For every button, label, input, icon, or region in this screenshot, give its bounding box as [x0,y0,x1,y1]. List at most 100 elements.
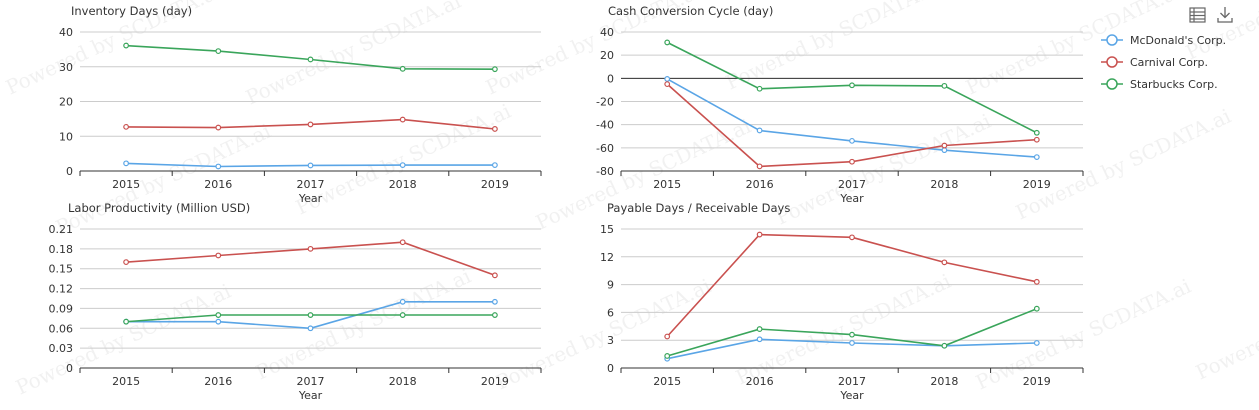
y-tick-label: 20 [600,49,614,62]
legend-item-carnival[interactable]: Carnival Corp. [1101,56,1208,69]
data-point-mcdonalds[interactable] [399,298,406,305]
data-point-mcdonalds[interactable] [849,340,855,346]
data-point-mcdonalds[interactable] [399,162,406,168]
data-point-starbucks[interactable] [492,66,498,73]
watermark-text: Powered by SCDATA.ai [52,119,275,240]
data-point-mcdonalds[interactable] [941,147,948,154]
data-point-starbucks[interactable] [849,82,855,89]
data-point-starbucks[interactable] [941,342,948,349]
legend-item-mcdonalds[interactable]: McDonald's Corp. [1101,34,1226,47]
data-point-starbucks[interactable] [492,312,498,318]
data-point-carnival[interactable] [492,272,498,279]
data-point-starbucks[interactable] [215,48,222,55]
series-carnival [664,81,1040,170]
y-tick-label: 0.18 [49,243,74,256]
series-starbucks [664,305,1040,359]
data-point-carnival[interactable] [664,81,671,88]
watermark-text: Powered by SCDATA.ai [1192,264,1259,385]
data-point-starbucks[interactable] [123,42,129,49]
data-point-carnival[interactable] [399,116,406,123]
x-tick-label: 2019 [481,178,509,191]
x-tick-label: 2018 [389,178,417,191]
data-point-carnival[interactable] [664,333,671,340]
download-icon[interactable] [1217,7,1233,23]
data-point-starbucks[interactable] [399,65,406,72]
data-point-carnival[interactable] [1033,136,1040,143]
x-tick-label: 2015 [112,375,140,388]
x-tick-label: 2015 [112,178,140,191]
legend-marker-starbucks [1106,78,1118,90]
data-point-carnival[interactable] [307,121,314,128]
table-icon[interactable] [1189,7,1206,23]
y-tick-label: 6 [607,306,614,319]
y-tick-label: 0 [607,72,614,85]
x-axis-title: Year [298,389,323,402]
data-point-carnival[interactable] [849,234,855,241]
data-point-carnival[interactable] [756,163,763,170]
data-point-carnival[interactable] [756,231,763,238]
data-point-mcdonalds[interactable] [849,137,855,144]
data-point-mcdonalds[interactable] [215,318,222,325]
data-point-mcdonalds[interactable] [215,163,222,170]
data-point-mcdonalds[interactable] [1033,154,1040,161]
y-tick-label: 0.06 [49,322,74,335]
data-point-starbucks[interactable] [849,331,855,338]
data-point-carnival[interactable] [492,126,498,132]
legend-marker-mcdonalds [1106,34,1118,46]
data-point-carnival[interactable] [123,123,129,130]
y-tick-label: 0 [607,362,614,375]
data-point-mcdonalds[interactable] [492,298,498,305]
y-tick-label: 30 [59,61,73,74]
x-tick-label: 2017 [297,178,325,191]
y-tick-label: 0 [66,165,73,178]
chart-title: Cash Conversion Cycle (day) [608,4,773,18]
data-point-starbucks[interactable] [399,312,406,318]
x-tick-label: 2019 [481,375,509,388]
data-point-mcdonalds[interactable] [307,325,314,332]
data-point-starbucks[interactable] [941,82,948,89]
data-point-carnival[interactable] [123,259,129,265]
data-point-carnival[interactable] [399,239,406,246]
legend-label-carnival: Carnival Corp. [1130,56,1208,69]
y-tick-label: 9 [607,279,614,292]
data-point-carnival[interactable] [215,124,222,131]
data-point-starbucks[interactable] [664,353,671,359]
data-point-mcdonalds[interactable] [1033,340,1040,346]
data-point-starbucks[interactable] [123,318,129,325]
data-point-carnival[interactable] [849,158,855,165]
data-point-starbucks[interactable] [1033,305,1040,312]
series-carnival [123,239,498,279]
y-tick-label: 40 [600,26,614,39]
data-point-starbucks[interactable] [664,39,671,46]
legend-label-starbucks: Starbucks Corp. [1130,78,1218,91]
x-tick-label: 2019 [1023,375,1051,388]
data-point-starbucks[interactable] [756,85,763,92]
data-point-starbucks[interactable] [1033,129,1040,136]
data-point-starbucks[interactable] [307,312,314,318]
data-point-carnival[interactable] [215,252,222,259]
data-point-carnival[interactable] [941,142,948,149]
data-point-starbucks[interactable] [215,312,222,318]
data-point-starbucks[interactable] [756,326,763,332]
legend-label-mcdonalds: McDonald's Corp. [1130,34,1226,47]
data-point-carnival[interactable] [307,245,314,252]
watermark-text: Powered by SCDATA.ai [252,264,475,385]
legend: McDonald's Corp. Carnival Corp. Starbuck… [1101,34,1226,91]
chart-3: Labor Productivity (Million USD) 0 0.03 0.0… [49,201,542,402]
data-point-starbucks[interactable] [307,56,314,63]
legend-item-starbucks[interactable]: Starbucks Corp. [1101,78,1218,91]
y-tick-label: -80 [596,165,614,178]
data-point-carnival[interactable] [941,259,948,266]
data-point-mcdonalds[interactable] [492,162,498,168]
y-tick-label: -60 [596,142,614,155]
series-carnival [123,116,498,132]
series-mcdonalds [123,298,498,332]
data-point-mcdonalds[interactable] [664,76,671,82]
data-point-mcdonalds[interactable] [756,127,763,134]
data-point-mcdonalds[interactable] [123,160,129,167]
x-tick-label: 2016 [204,375,232,388]
x-tick-label: 2018 [389,375,417,388]
data-point-carnival[interactable] [1033,278,1040,285]
data-point-mcdonalds[interactable] [756,336,763,343]
data-point-mcdonalds[interactable] [307,162,314,169]
